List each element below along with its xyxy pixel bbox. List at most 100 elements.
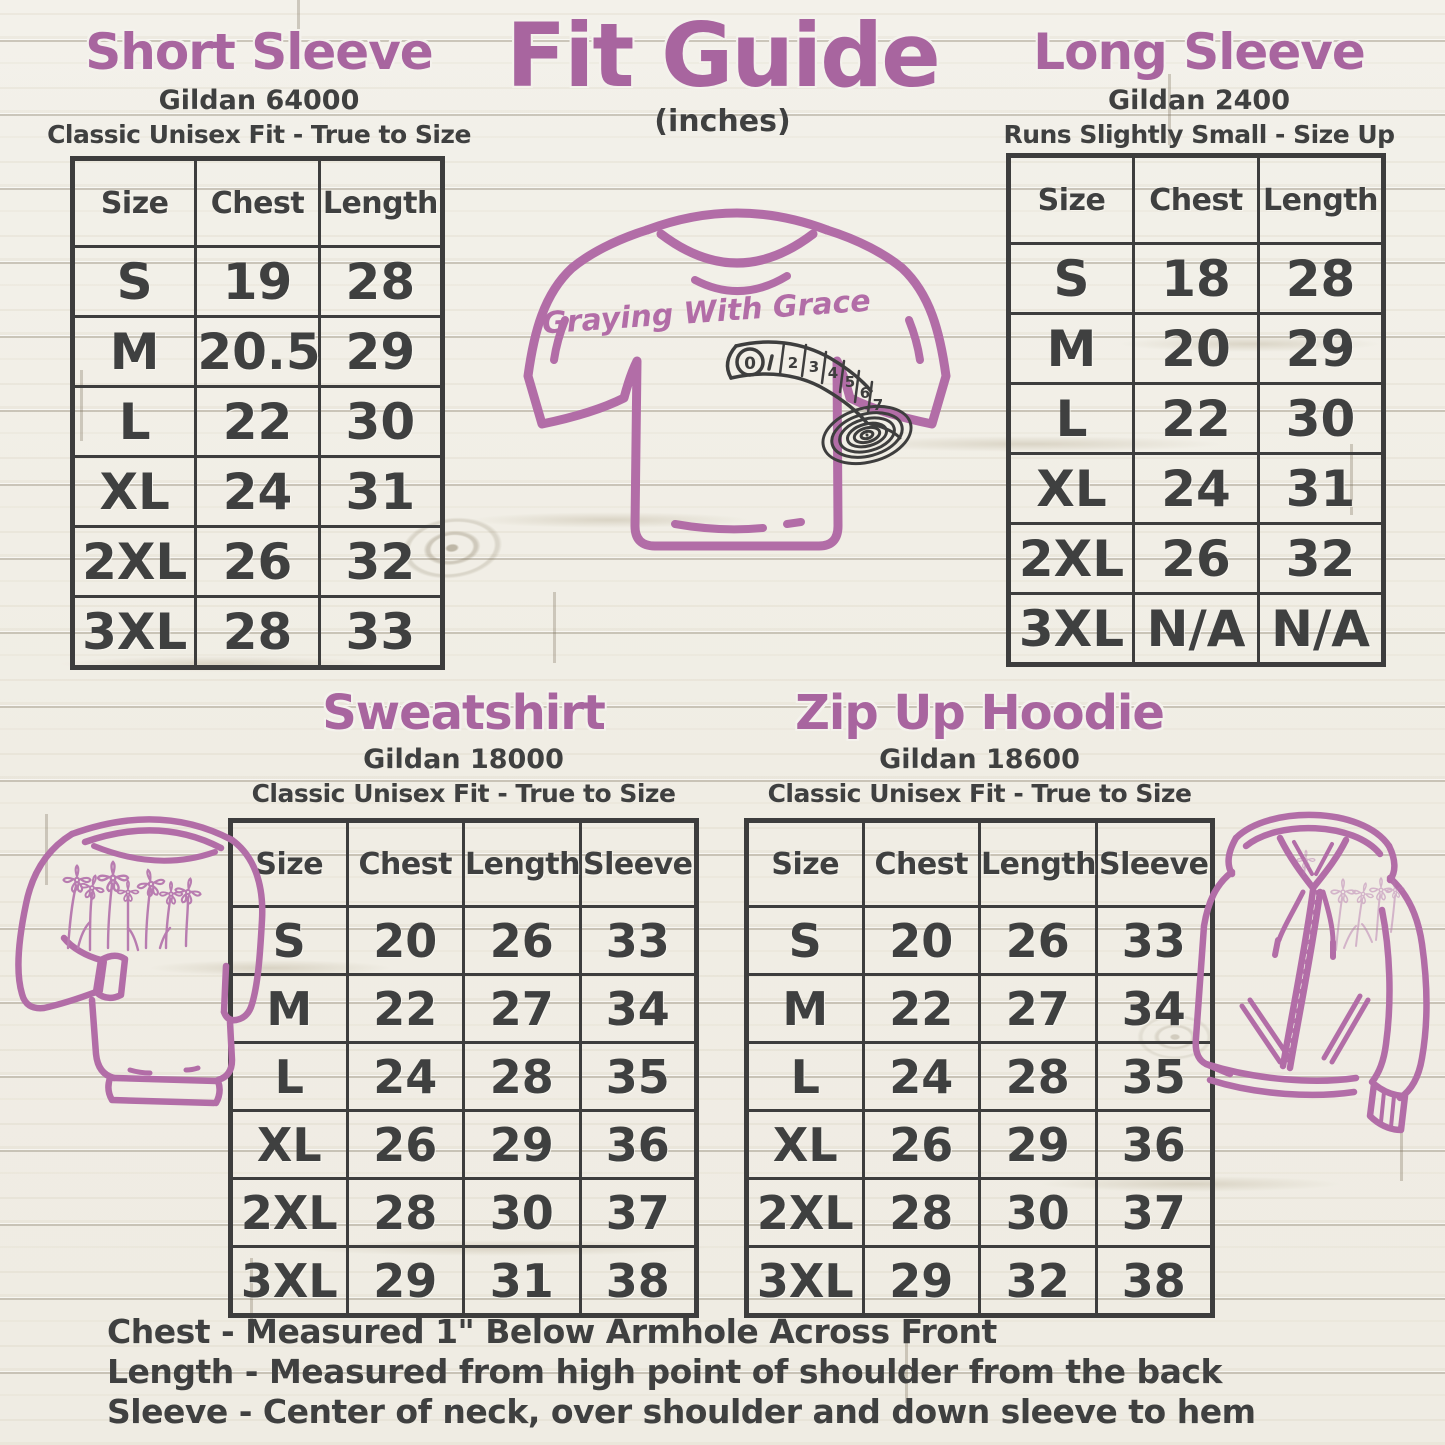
column-header-length: Length [1257,154,1385,245]
tshirt-outline [523,208,951,551]
tape-number: 6 [860,384,870,402]
measurement-cell: 32 [317,525,445,598]
measurement-cell: 28 [462,1041,582,1112]
fit-note: Classic Unisex Fit - True to Size [767,779,1192,809]
long-sleeve-size-table: Size Chest Length S 18 28 M 20 29 L 22 30 XL 24 31 2XL 2… [1006,153,1386,667]
measurement-cell: 27 [978,973,1098,1044]
size-row-s: S 18 28 [1007,242,1385,315]
measurement-cell: 27 [462,973,582,1044]
wood-seam [1400,1110,1403,1181]
header-row: Size Chest Length [1007,154,1385,245]
measurement-cell: 35 [578,1041,698,1112]
measurement-cell: 24 [1132,452,1260,525]
measurement-cell: 22 [345,973,465,1044]
sweatshirt-size-table: Size Chest Length Sleeve S 20 26 33 M 22 27 34 L 24 28… [228,818,699,1318]
size-cell: M [745,973,865,1044]
column-header-sleeve: Sleeve [1094,819,1214,908]
note-length: Length - Measured from high point of sho… [107,1352,1222,1391]
long-sleeve-header: Long Sleeve Gildan 2400 Runs Slightly Sm… [958,26,1440,149]
wood-seam [297,0,300,71]
wildflower-graphic [62,860,204,952]
measurement-cell: 32 [978,1245,1098,1317]
garment-model: Gildan 64000 [158,84,360,116]
measurement-cell: 28 [861,1177,981,1248]
tape-number: 0 [744,354,756,374]
measurement-cell: 30 [978,1177,1098,1248]
header-row: Size Chest Length Sleeve [745,819,1214,908]
size-cell: S [70,245,198,318]
size-row-xl: XL 26 29 36 [745,1109,1214,1180]
measurement-cell: 33 [317,595,445,669]
garment-model: Gildan 2400 [1108,84,1290,116]
measurement-cell: 28 [1257,242,1385,315]
hoodie-outline [1192,811,1430,1134]
fit-note: Classic Unisex Fit - True to Size [47,119,471,149]
size-row-3xl: 3XL N/A N/A [1007,592,1385,666]
measurement-cell: 22 [1132,382,1260,455]
header-row: Size Chest Length Sleeve [229,819,698,908]
measurement-cell: 30 [462,1177,582,1248]
measurement-cell: 24 [861,1041,981,1112]
tape-zero-marker [735,347,765,377]
size-cell: 2XL [70,525,198,598]
column-header-length: Length [978,819,1098,908]
wood-seam [45,814,48,885]
size-row-xl: XL 26 29 36 [229,1109,698,1180]
header-row: Size Chest Length [70,157,445,248]
column-header-length: Length [317,157,445,248]
size-row-2xl: 2XL 28 30 37 [745,1177,1214,1248]
wood-seam [905,1332,908,1403]
measurement-cell: 20.5 [194,315,321,388]
measurement-cell: 36 [1094,1109,1214,1180]
column-header-size: Size [70,157,198,248]
garment-model: Gildan 18600 [879,744,1080,776]
fit-note: Classic Unisex Fit - True to Size [251,779,676,809]
size-row-m: M 20.5 29 [70,315,445,388]
measurement-cell: 31 [317,455,445,528]
size-cell: 2XL [745,1177,865,1248]
size-row-2xl: 2XL 28 30 37 [229,1177,698,1248]
size-row-s: S 20 26 33 [229,905,698,976]
measurement-cell: 35 [1094,1041,1214,1112]
size-row-l: L 22 30 [1007,382,1385,455]
size-row-3xl: 3XL 28 33 [70,595,445,669]
column-header-sleeve: Sleeve [578,819,698,908]
column-header-chest: Chest [861,819,981,908]
size-cell: XL [745,1109,865,1180]
column-header-chest: Chest [1132,154,1260,245]
page-subtitle: (inches) [654,104,791,139]
measurement-cell: 38 [578,1245,698,1317]
measurement-cell: 24 [345,1041,465,1112]
size-row-l: L 22 30 [70,385,445,458]
size-row-3xl: 3XL 29 31 38 [229,1245,698,1317]
zip-hoodie-illustration [1192,811,1430,1134]
size-row-s: S 20 26 33 [745,905,1214,976]
size-row-m: M 22 27 34 [745,973,1214,1044]
measurement-cell: 28 [345,1177,465,1248]
measurement-cell: N/A [1132,592,1260,666]
measuring-tape-illustration: 0 2 3 4 5 6 7 [725,340,913,466]
measurement-cell: 31 [462,1245,582,1317]
size-cell: 3XL [229,1245,349,1317]
sweatshirt-header: Sweatshirt Gildan 18000 Classic Unisex F… [228,688,699,809]
size-row-2xl: 2XL 26 32 [1007,522,1385,595]
section-title: Long Sleeve [1033,23,1365,81]
fit-note: Runs Slightly Small - Size Up [1003,119,1395,149]
size-cell: 3XL [745,1245,865,1317]
zip-hoodie-header: Zip Up Hoodie Gildan 18600 Classic Unise… [744,688,1215,809]
measurement-cell: 37 [578,1177,698,1248]
size-row-2xl: 2XL 26 32 [70,525,445,598]
column-header-size: Size [1007,154,1135,245]
measurement-cell: 29 [1257,312,1385,385]
measurement-cell: 29 [317,315,445,388]
size-cell: M [1007,312,1135,385]
measurement-cell: 38 [1094,1245,1214,1317]
size-cell: L [70,385,198,458]
measurement-cell: 30 [1257,382,1385,455]
size-cell: L [1007,382,1135,455]
note-chest: Chest - Measured 1" Below Armhole Across… [107,1312,997,1351]
measurement-cell: 20 [861,905,981,976]
size-cell: S [229,905,349,976]
measurement-cell: 26 [861,1109,981,1180]
column-header-size: Size [745,819,865,908]
